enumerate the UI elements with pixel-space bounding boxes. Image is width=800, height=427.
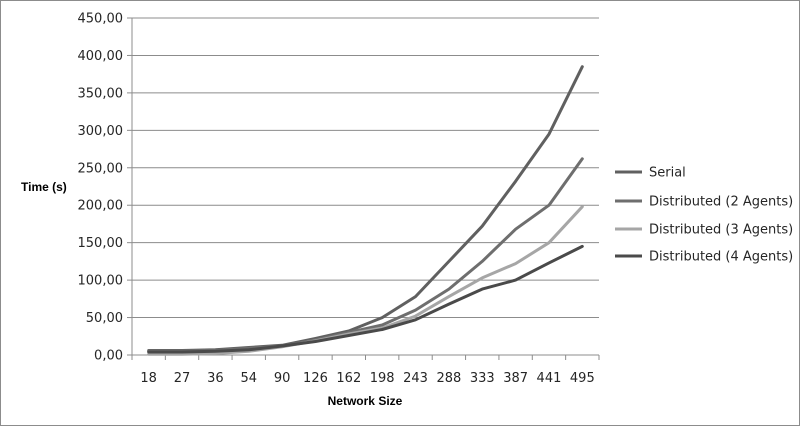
y-tick-label: 150,00: [78, 236, 124, 251]
x-tick-label: 198: [370, 371, 395, 386]
legend-label: Distributed (2 Agents): [649, 195, 793, 210]
legend-item: Distributed (4 Agents): [615, 250, 793, 265]
y-tick-label: 200,00: [78, 199, 124, 214]
x-tick-label: 27: [174, 371, 191, 386]
x-tick-label: 90: [274, 371, 291, 386]
x-tick-label: 162: [336, 371, 361, 386]
series-line-1: [147, 65, 584, 352]
legend-item: Serial: [615, 166, 686, 181]
y-tick-label: 50,00: [86, 311, 123, 326]
x-tick-label: 126: [303, 371, 328, 386]
x-tick-label: 54: [240, 371, 257, 386]
x-tick-label: 18: [140, 371, 157, 386]
x-tick-label: 36: [207, 371, 224, 386]
series-lines: [147, 65, 584, 356]
y-tick-label: 450,00: [78, 12, 124, 27]
x-tick-label: 441: [537, 371, 562, 386]
x-axis-title: Network Size: [328, 394, 403, 408]
legend-label: Distributed (3 Agents): [649, 223, 793, 238]
series-line-2: [147, 157, 584, 353]
x-tick-label: 288: [436, 371, 461, 386]
y-tick-label: 400,00: [78, 49, 124, 64]
axes: 0,00 50,00 100,00 150,00 200,00 250,00 300,00 3…: [78, 12, 600, 386]
x-tick-label: 243: [403, 371, 428, 386]
y-tick-label: 350,00: [78, 86, 124, 101]
legend-label: Distributed (4 Agents): [649, 250, 793, 265]
gridlines: [132, 17, 599, 319]
legend: Serial Distributed (2 Agents) Distributed …: [615, 166, 793, 265]
y-axis-title: Time (s): [21, 180, 67, 194]
legend-item: Distributed (3 Agents): [615, 223, 793, 238]
y-tick-label: 0,00: [94, 349, 123, 364]
x-tick-label: 333: [470, 371, 495, 386]
y-tick-label: 300,00: [78, 124, 124, 139]
y-tick-label: 250,00: [78, 161, 124, 176]
legend-label: Serial: [649, 166, 686, 181]
y-tick-label: 100,00: [78, 274, 124, 289]
legend-item: Distributed (2 Agents): [615, 195, 793, 210]
x-tick-label: 495: [570, 371, 595, 386]
x-tick-label: 387: [503, 371, 528, 386]
series-line-4: [147, 244, 584, 354]
